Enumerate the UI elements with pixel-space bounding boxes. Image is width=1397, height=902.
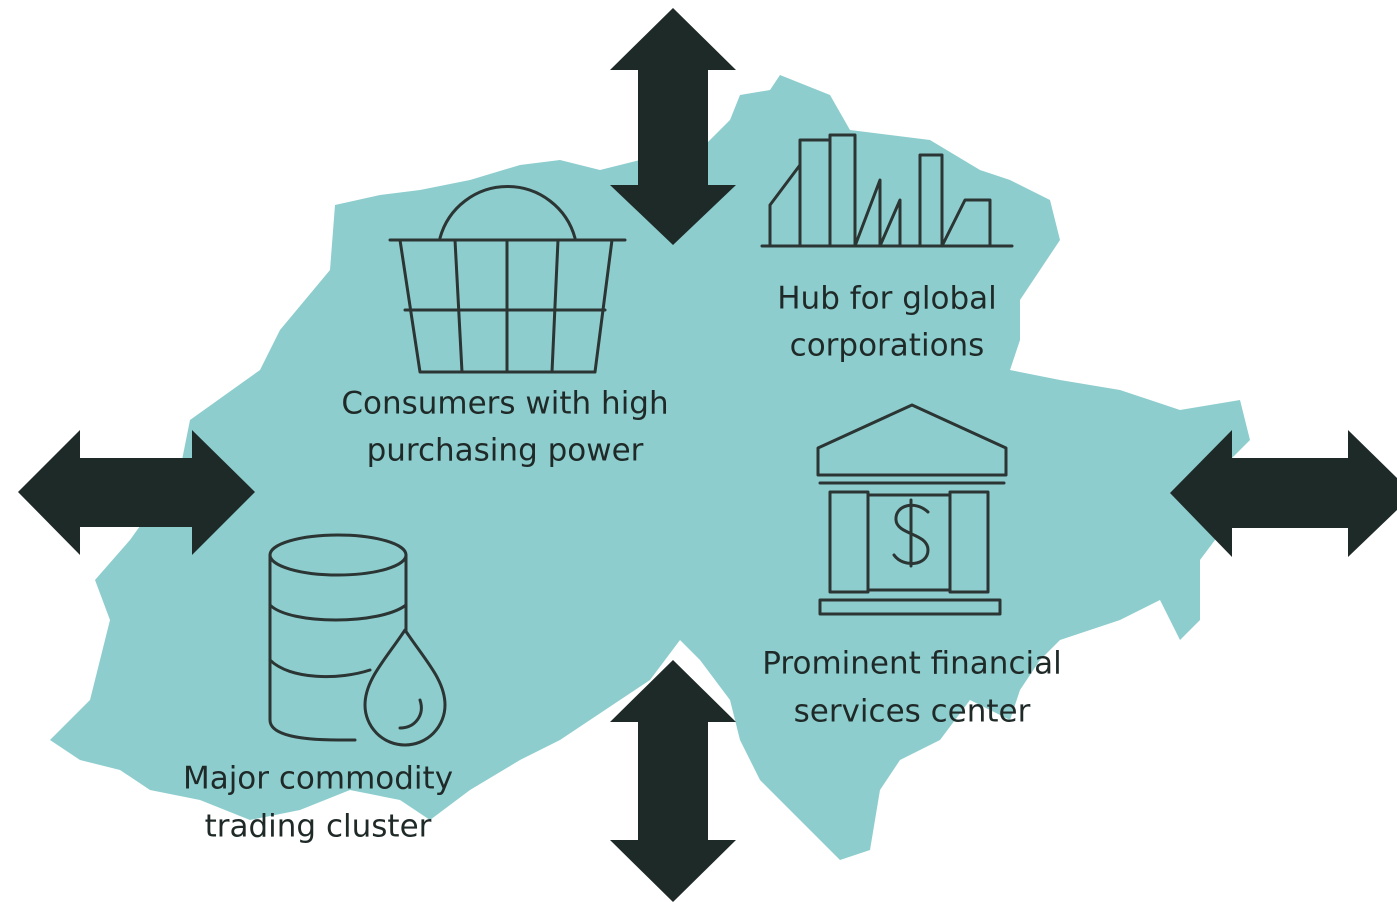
label-consumers: purchasing power — [367, 433, 644, 469]
label-hub: corporations — [790, 328, 985, 364]
label-financial: Prominent financial — [762, 646, 1061, 682]
arrow-south — [610, 660, 736, 902]
icon-bank — [816, 403, 1008, 616]
icon-commodity — [268, 533, 447, 747]
arrow-west — [18, 430, 255, 555]
icon-basket — [388, 185, 627, 374]
arrow-north — [610, 8, 736, 245]
map-switzerland — [50, 75, 1250, 860]
icon-buildings — [760, 133, 1014, 248]
label-commodity: Major commodity — [183, 761, 453, 797]
label-financial: services center — [794, 694, 1031, 730]
label-consumers: Consumers with high — [341, 386, 668, 422]
label-hub: Hub for global — [777, 281, 997, 317]
label-commodity: trading cluster — [205, 809, 432, 845]
arrow-east — [1170, 430, 1397, 557]
